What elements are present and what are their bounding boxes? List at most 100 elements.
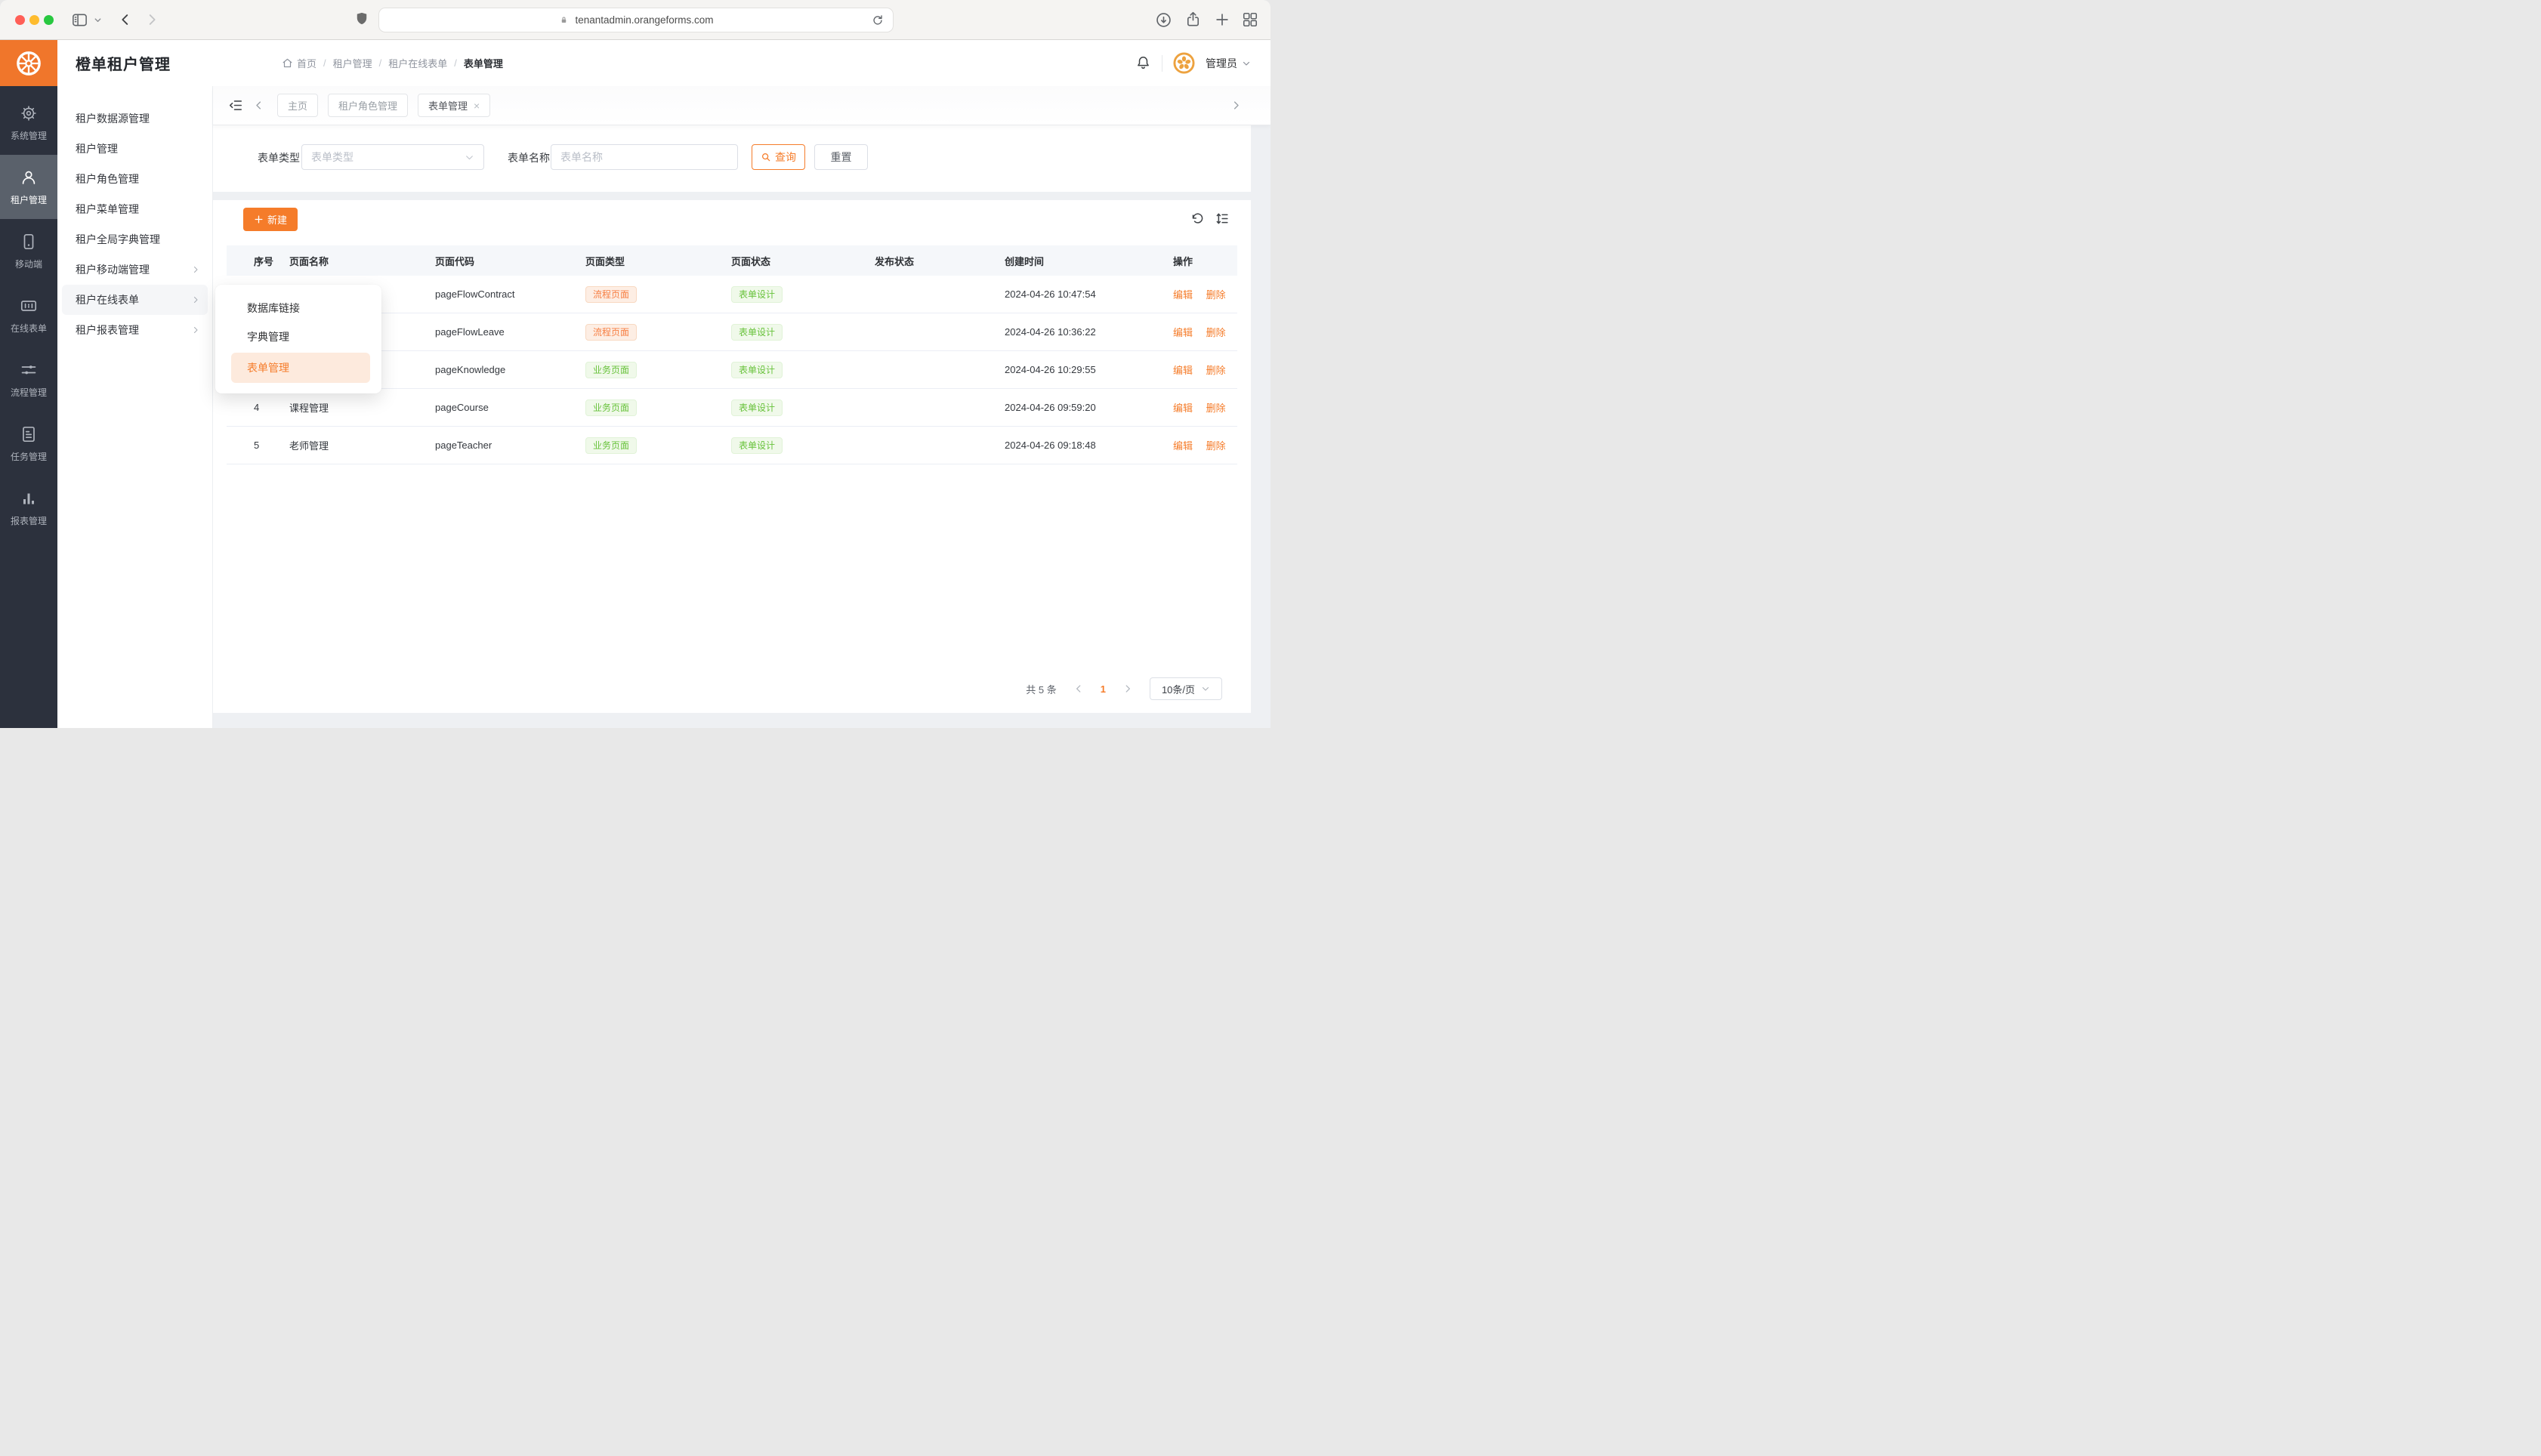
submenu-item-label: 字典管理 [247, 331, 289, 343]
menu-item-label: 租户菜单管理 [76, 203, 139, 215]
sidebar-rail-item[interactable]: 在线表单 [0, 283, 57, 347]
downloads-icon[interactable] [1155, 11, 1172, 29]
cell-page-code: pageTeacher [435, 440, 492, 451]
toggle-knob [861, 295, 873, 308]
form-type-placeholder: 表单类型 [311, 151, 354, 163]
sidebar-rail-item[interactable]: 租户管理 [0, 155, 57, 219]
close-window-button[interactable] [15, 15, 25, 25]
zoom-window-button[interactable] [44, 15, 54, 25]
sidebar-menu-item[interactable]: 租户管理 [62, 134, 208, 164]
sidebar-rail-item[interactable]: 系统管理 [0, 91, 57, 155]
search-icon [761, 152, 771, 162]
form-name-label: 表单名称 [508, 152, 550, 164]
next-page-icon[interactable] [1122, 683, 1133, 694]
table-row: 5 老师管理 pageTeacher 业务页面 表单设计 2024-04-26 … [227, 427, 1237, 464]
page-type-badge: 流程页面 [585, 323, 638, 341]
sidebar-menu-item[interactable]: 租户菜单管理 [62, 194, 208, 224]
delete-link[interactable]: 删除 [1206, 327, 1226, 338]
submenu-item[interactable]: 数据库链接 [215, 294, 381, 322]
menu-item-label: 租户报表管理 [76, 324, 139, 336]
address-bar[interactable]: tenantadmin.orangeforms.com [378, 8, 894, 32]
create-button[interactable]: 新建 [243, 208, 298, 231]
delete-link[interactable]: 删除 [1206, 403, 1226, 414]
chevron-right-icon [191, 295, 200, 304]
cell-no: 4 [254, 402, 260, 413]
reload-icon[interactable] [871, 14, 885, 27]
page-status-badge: 表单设计 [731, 323, 783, 341]
breadcrumb-item[interactable]: / 租户管理 [316, 56, 372, 70]
sidebar-menu-item[interactable]: 租户报表管理 [62, 315, 208, 345]
user-menu[interactable]: 管理员 [1206, 56, 1251, 71]
sidebar-toggle-icon[interactable] [71, 11, 88, 29]
delete-link[interactable]: 删除 [1206, 289, 1226, 301]
page-status-badge: 表单设计 [731, 436, 783, 454]
sidebar-menu-item[interactable]: 租户在线表单 [62, 285, 208, 315]
page-number[interactable]: 1 [1100, 683, 1106, 695]
tabs-scroll-right-icon[interactable] [1230, 100, 1242, 111]
sidebar-menu-item[interactable]: 租户移动端管理 [62, 254, 208, 285]
breadcrumb-item[interactable]: / 表单管理 [447, 56, 503, 70]
breadcrumb-item[interactable]: 首页 [282, 56, 316, 70]
back-button[interactable] [117, 11, 134, 28]
page-tab[interactable]: 表单管理 × [418, 94, 491, 117]
sidebar-rail-item[interactable]: 报表管理 [0, 476, 57, 540]
cell-created-time: 2024-04-26 10:29:55 [1005, 364, 1096, 375]
tab-label: 主页 [288, 100, 308, 112]
orange-wheel-icon [17, 51, 41, 76]
edit-link[interactable]: 编辑 [1173, 327, 1193, 338]
page-tab[interactable]: 主页 [277, 94, 319, 117]
tab-close-icon[interactable]: × [474, 99, 480, 112]
submenu-item[interactable]: 表单管理 [231, 353, 370, 383]
delete-link[interactable]: 删除 [1206, 365, 1226, 376]
sidebar-chevron-icon[interactable] [94, 16, 102, 24]
lock-icon [558, 14, 570, 26]
edit-link[interactable]: 编辑 [1173, 440, 1193, 452]
tabs-scroll-left-icon[interactable] [253, 100, 264, 111]
shield-icon[interactable] [354, 11, 370, 27]
reset-button[interactable]: 重置 [814, 144, 868, 170]
page-size-select[interactable]: 10条/页 [1150, 677, 1222, 700]
primary-sidebar: 系统管理 租户管理 移动端 在线表单 流程管理 任务管理 报表管理 [0, 86, 57, 728]
sidebar-rail-item[interactable]: 流程管理 [0, 347, 57, 412]
sidebar-menu-item[interactable]: 租户全局字典管理 [62, 224, 208, 254]
breadcrumb-item[interactable]: / 租户在线表单 [372, 56, 448, 70]
column-header: 页面名称 [289, 255, 329, 267]
app-header: 橙单租户管理 首页 / 租户管理 / 租户在线表单 / 表单管理 [0, 40, 1270, 86]
column-header: 页面状态 [731, 255, 771, 267]
url-text: tenantadmin.orangeforms.com [575, 14, 714, 26]
form-name-input[interactable] [551, 151, 737, 163]
menu-fold-icon[interactable] [229, 98, 243, 113]
form-type-select[interactable]: 表单类型 [301, 144, 484, 170]
search-button[interactable]: 查询 [752, 144, 805, 170]
forward-button[interactable] [144, 11, 160, 28]
rail-item-label: 流程管理 [10, 387, 47, 398]
table-row: pageFlowLeave 流程页面 表单设计 2024-04-26 10:36… [227, 313, 1237, 351]
refresh-icon[interactable] [1190, 211, 1205, 226]
breadcrumb: 首页 / 租户管理 / 租户在线表单 / 表单管理 [282, 40, 503, 86]
avatar[interactable] [1173, 52, 1195, 74]
sidebar-rail-item[interactable]: 任务管理 [0, 412, 57, 476]
share-icon[interactable] [1184, 11, 1202, 28]
edit-link[interactable]: 编辑 [1173, 365, 1193, 376]
edit-link[interactable]: 编辑 [1173, 289, 1193, 301]
new-tab-icon[interactable] [1214, 11, 1230, 28]
prev-page-icon[interactable] [1073, 683, 1084, 694]
tab-overview-icon[interactable] [1242, 11, 1258, 28]
form-icon [20, 297, 38, 315]
page-tab[interactable]: 租户角色管理 [328, 94, 409, 117]
edit-link[interactable]: 编辑 [1173, 403, 1193, 414]
page-size-value: 10条/页 [1161, 683, 1196, 696]
sidebar-rail-item[interactable]: 移动端 [0, 219, 57, 283]
page-type-badge: 业务页面 [585, 361, 638, 378]
cell-page-name: 老师管理 [289, 440, 329, 452]
browser-window: tenantadmin.orangeforms.com 橙单租户管理 首页 / … [0, 0, 1270, 728]
submenu-item[interactable]: 字典管理 [215, 322, 381, 351]
breadcrumb-label: 表单管理 [463, 58, 503, 69]
notification-bell-icon[interactable] [1135, 55, 1151, 71]
row-density-icon[interactable] [1215, 211, 1230, 226]
column-header: 页面类型 [585, 255, 625, 267]
minimize-window-button[interactable] [29, 15, 39, 25]
delete-link[interactable]: 删除 [1206, 440, 1226, 452]
sidebar-menu-item[interactable]: 租户角色管理 [62, 164, 208, 194]
sidebar-menu-item[interactable]: 租户数据源管理 [62, 103, 208, 134]
